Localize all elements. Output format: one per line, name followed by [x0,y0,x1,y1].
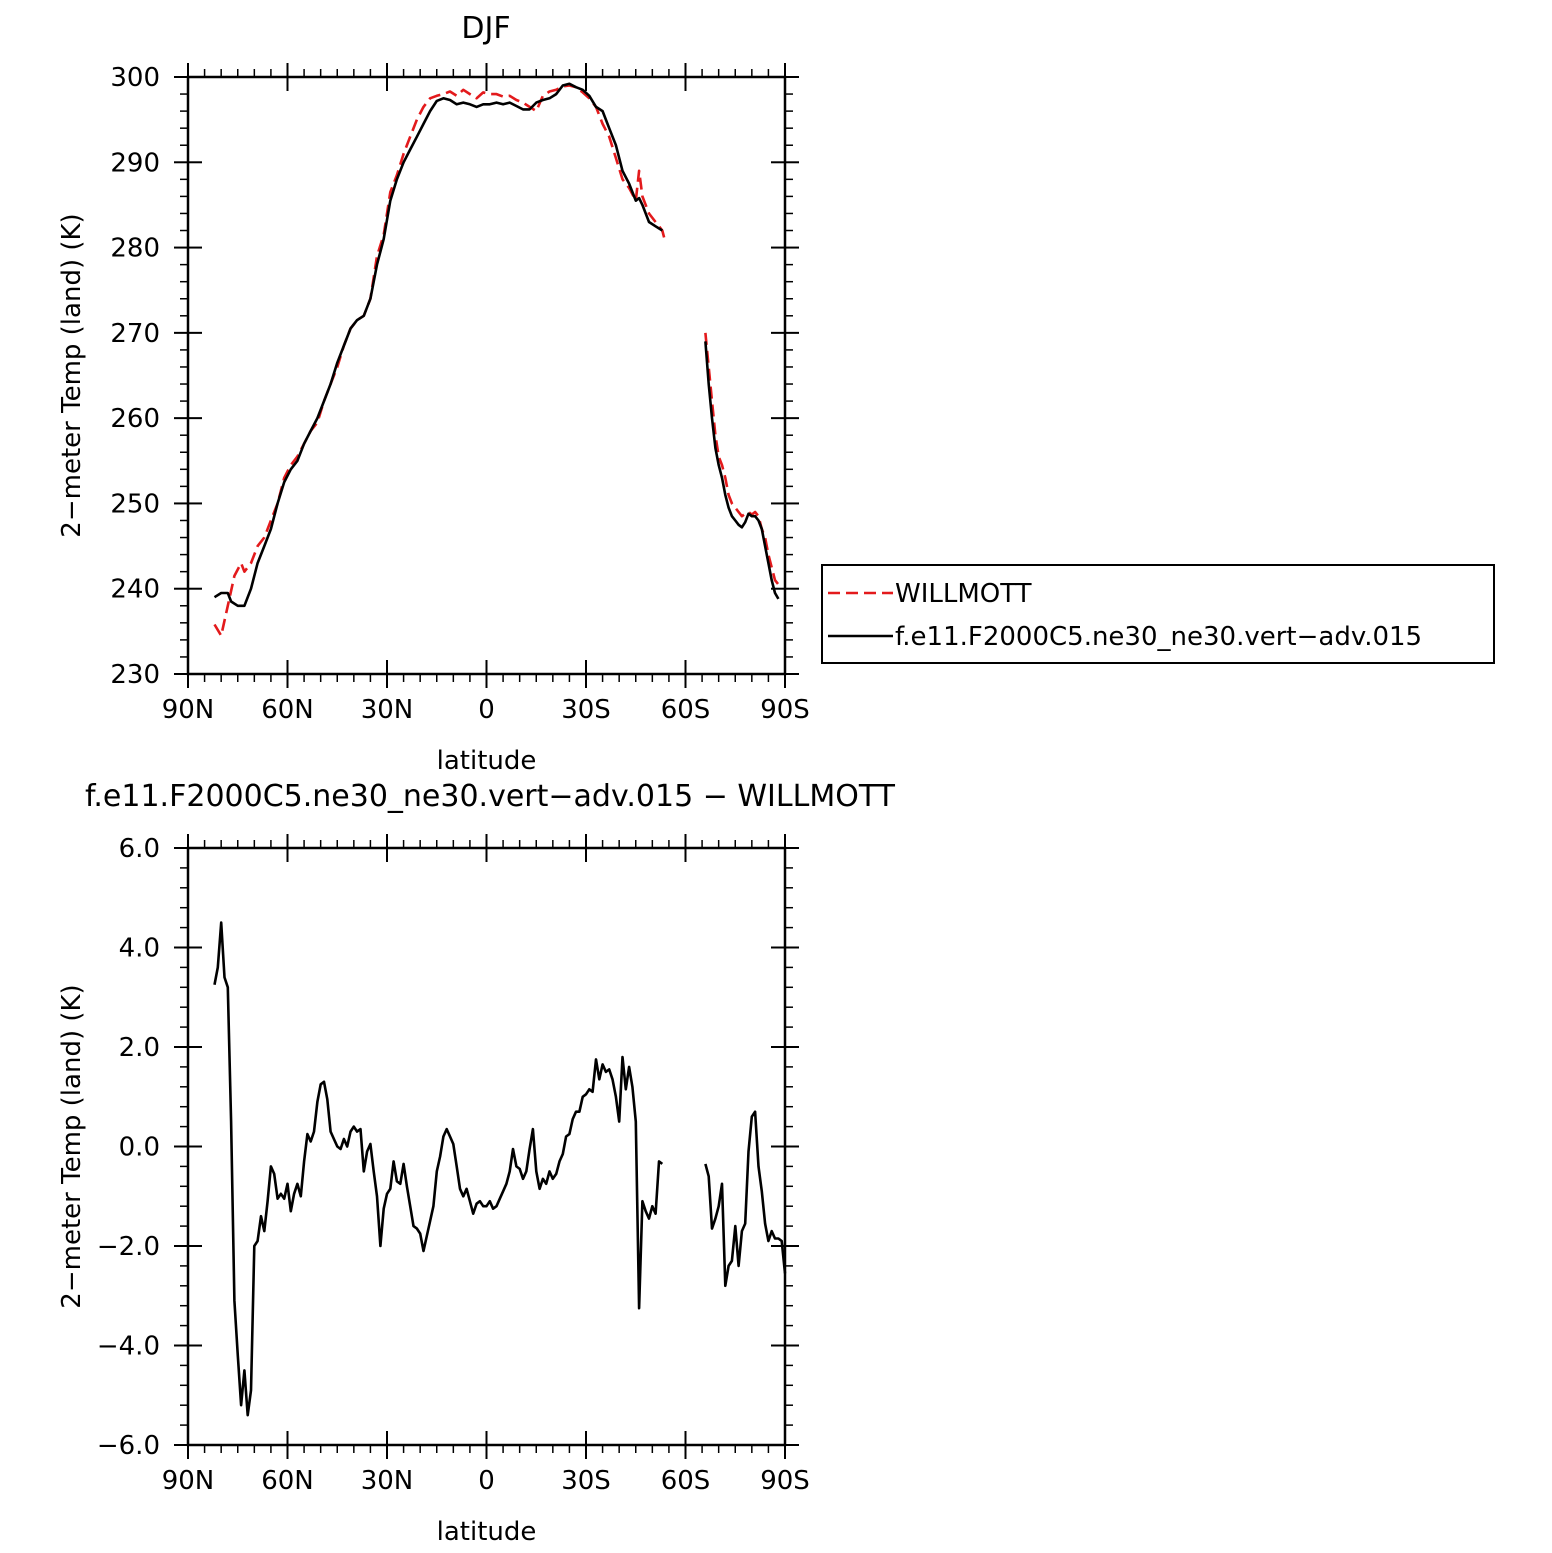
x-tick-label: 0 [478,695,495,725]
y-tick-label: 260 [110,404,160,434]
y-tick-label: 250 [110,489,160,519]
y-tick-label: −6.0 [97,1431,160,1461]
y-tick-label: 280 [110,234,160,264]
x-tick-label: 90N [162,1466,215,1496]
x-tick-label: 60N [261,695,314,725]
x-axis-title: latitude [437,746,537,776]
x-tick-label: 30N [361,1466,414,1496]
chart-title: DJF [461,11,510,46]
x-tick-label: 90S [760,1466,810,1496]
y-tick-label: 6.0 [119,834,160,864]
y-tick-label: −4.0 [97,1332,160,1362]
y-tick-label: 2.0 [119,1033,160,1063]
x-tick-label: 30N [361,695,414,725]
difference-panel: f.e11.F2000C5.ne30_ne30.vert−adv.015 − W… [57,779,896,1547]
x-tick-label: 90S [760,695,810,725]
x-tick-label: 60N [261,1466,314,1496]
y-tick-label: 300 [110,63,160,93]
plot-frame [186,846,787,1447]
y-tick-label: 240 [110,575,160,605]
legend-label-willmott: WILLMOTT [895,579,1032,609]
y-tick-label: −2.0 [97,1232,160,1262]
series-line-model-segment-1 [213,921,664,1417]
y-tick-label: 270 [110,319,160,349]
x-tick-label: 30S [561,1466,611,1496]
y-tick-label: 0.0 [119,1133,160,1163]
x-tick-label: 60S [661,695,711,725]
x-axis-title: latitude [437,1517,537,1547]
series-line-model-segment-1 [213,82,663,608]
series-line-model-segment-2 [704,341,780,600]
x-tick-label: 30S [561,695,611,725]
y-tick-label: 230 [110,660,160,690]
series-line-willmott-segment-1 [213,84,667,637]
y-tick-label: 290 [110,148,160,178]
x-tick-label: 90N [162,695,215,725]
y-axis-title: 2−meter Temp (land) (K) [57,984,87,1308]
legend: WILLMOTT f.e11.F2000C5.ne30_ne30.vert−ad… [821,564,1495,664]
y-axis-title: 2−meter Temp (land) (K) [57,213,87,537]
series-line-willmott-segment-2 [704,332,780,586]
climatology-panel: DJF 90N 60N 30N 0 30S 60S 90S 230 240 250 260 270 28… [57,11,810,776]
legend-label-model: f.e11.F2000C5.ne30_ne30.vert−adv.015 [895,622,1422,652]
series-line-model-segment-2 [704,1110,787,1288]
plot-frame [186,75,787,676]
y-tick-label: 4.0 [119,934,160,964]
chart-title: f.e11.F2000C5.ne30_ne30.vert−adv.015 − W… [85,779,896,814]
x-tick-label: 0 [478,1466,495,1496]
legend-box [821,564,1495,664]
x-tick-label: 60S [661,1466,711,1496]
